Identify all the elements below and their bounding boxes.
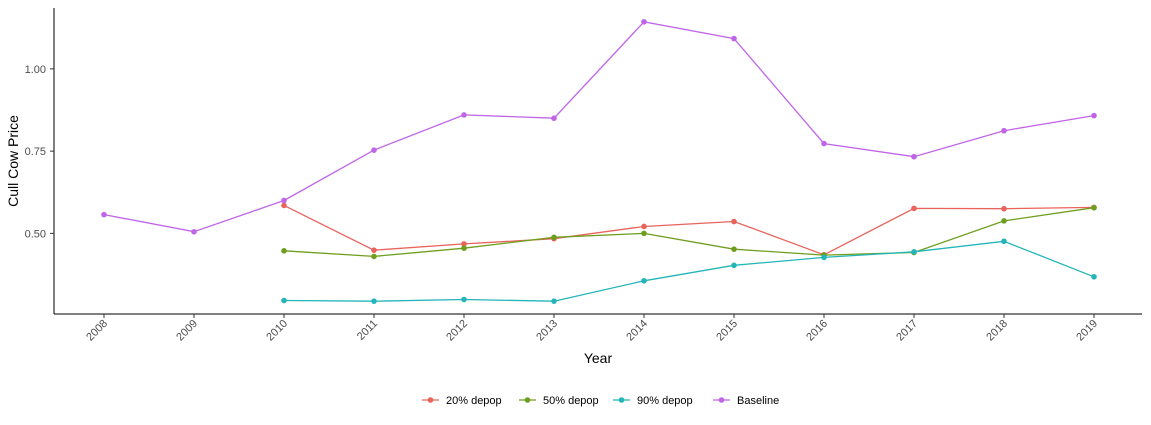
data-point [371, 253, 377, 260]
series-line [283, 207, 1095, 258]
x-tick-label: 2014 [624, 318, 650, 344]
series-line [283, 240, 1095, 302]
axes [53, 8, 1142, 315]
x-tick-label: 2011 [355, 318, 380, 343]
data-point [371, 298, 377, 304]
x-tick-label: 2008 [84, 318, 110, 344]
data-point [281, 197, 287, 204]
series-line [283, 204, 1095, 256]
data-point [641, 223, 647, 230]
legend-key-point [718, 397, 725, 403]
data-point [551, 234, 557, 241]
data-point [461, 245, 467, 251]
series-layer [101, 19, 1097, 304]
data-point [1001, 238, 1007, 245]
x-tick-label: 2009 [174, 318, 200, 344]
legend: 20% depop 50% depop 90% depop Baseline [422, 395, 779, 407]
y-tick-label: 0.50 [25, 228, 46, 240]
data-point [191, 228, 197, 235]
x-tick-label: 2017 [894, 318, 920, 344]
data-point [1001, 127, 1007, 134]
series-20-depop [281, 202, 1097, 258]
legend-key-point [618, 397, 625, 403]
data-point [731, 262, 737, 269]
x-tick-label: 2016 [804, 318, 830, 344]
y-axis-title: Cull Cow Price [5, 115, 21, 207]
data-point [281, 202, 287, 209]
legend-label: 50% depop [543, 395, 599, 407]
x-tick-label: 2012 [444, 318, 470, 344]
data-point [821, 140, 827, 147]
y-tick-label: 1.00 [25, 64, 46, 76]
data-point [281, 248, 287, 254]
data-point [1091, 204, 1097, 211]
data-point [731, 35, 737, 42]
data-point [1001, 205, 1007, 212]
series-baseline [101, 19, 1097, 235]
legend-label: Baseline [737, 395, 779, 407]
x-ticks: 2008 2009 2010 2011 2012 2013 2014 2015 2016 2017… [84, 314, 1100, 343]
data-point [731, 246, 737, 252]
data-point [461, 112, 467, 118]
data-point [1001, 218, 1007, 224]
series-50-depop [281, 204, 1097, 260]
data-point [371, 147, 377, 153]
x-tick-label: 2015 [714, 318, 740, 344]
data-point [911, 153, 917, 160]
data-point [371, 247, 377, 253]
data-point [641, 230, 647, 237]
legend-key-point [524, 397, 531, 403]
x-tick-label: 2010 [264, 318, 290, 344]
data-point [551, 115, 557, 122]
x-tick-label: 2018 [984, 318, 1010, 344]
data-point [641, 19, 647, 25]
legend-item: 90% depop [613, 395, 693, 407]
data-point [551, 298, 557, 304]
data-point [461, 241, 467, 247]
series-line [103, 21, 1095, 233]
data-point [731, 218, 737, 225]
legend-item: 50% depop [519, 395, 599, 407]
y-tick-label: 0.75 [25, 146, 46, 158]
data-point [911, 205, 917, 212]
data-point [1091, 274, 1097, 280]
legend-item: Baseline [713, 395, 779, 407]
data-point [461, 296, 467, 303]
x-axis-title: Year [584, 350, 613, 366]
data-point [641, 277, 647, 284]
data-point [911, 249, 917, 255]
data-point [1091, 112, 1097, 119]
data-point [281, 297, 287, 304]
x-tick-label: 2019 [1074, 318, 1100, 344]
data-point [821, 254, 827, 261]
x-tick-label: 2013 [534, 318, 560, 344]
legend-item: 20% depop [422, 395, 502, 407]
legend-label: 90% depop [637, 395, 693, 407]
y-ticks: 0.50 0.75 1.00 [25, 64, 54, 240]
data-point [101, 211, 107, 218]
legend-key-point [427, 397, 434, 403]
legend-label: 20% depop [446, 395, 502, 407]
series-90-depop [281, 238, 1097, 304]
